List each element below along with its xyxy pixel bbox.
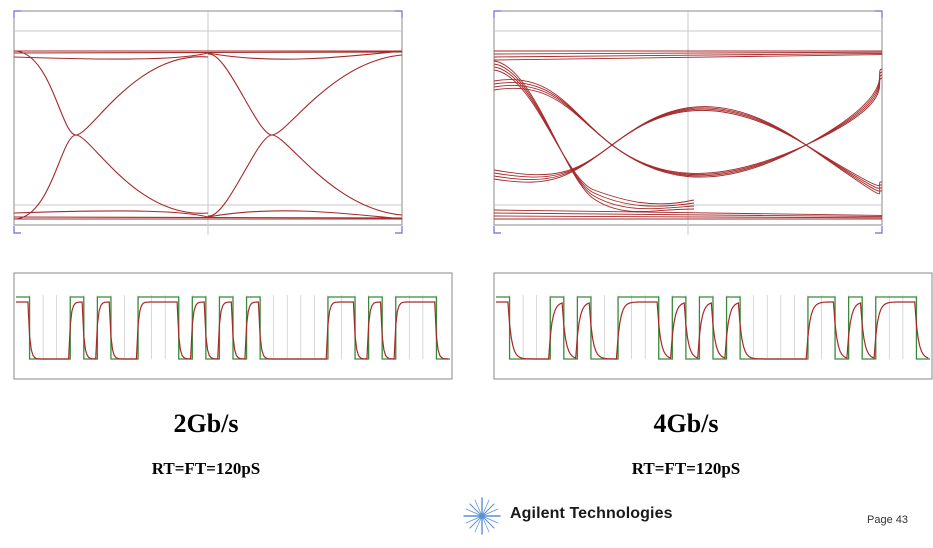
- eye-trace: [207, 54, 403, 217]
- eye-corner-marker: [13, 226, 21, 234]
- eye-trace: [493, 106, 883, 195]
- pattern-frame: [493, 272, 933, 380]
- eye-trace: [207, 53, 403, 216]
- eye-trace: [13, 56, 209, 220]
- eye-trace: [207, 50, 403, 60]
- pattern-ideal-trace: [496, 296, 930, 360]
- rise-fall-label-left: RT=FT=120pS: [151, 459, 261, 478]
- eye-trace: [493, 212, 883, 218]
- eye-trace: [493, 54, 883, 61]
- brand-name: Agilent Technologies: [510, 505, 673, 522]
- eye-trace: [13, 50, 209, 214]
- eye-trace: [493, 209, 883, 216]
- eye-trace: [13, 216, 403, 219]
- eye-trace: [493, 69, 695, 205]
- eye-traces: [493, 50, 883, 220]
- eye-trace: [13, 52, 209, 60]
- page-number: Page 43: [867, 514, 908, 526]
- pattern-waveform-2gbps: [13, 272, 453, 380]
- eye-trace: [493, 60, 695, 212]
- pattern-waveform-4gbps: [493, 272, 933, 380]
- rate-label-4gbps: 4Gb/s: [653, 409, 719, 438]
- eye-trace: [13, 51, 403, 54]
- eye-trace: [493, 108, 883, 189]
- eye-trace: [493, 51, 883, 55]
- eye-trace: [493, 109, 883, 186]
- rate-label-2gbps: 2Gb/s: [173, 409, 239, 438]
- eye-traces: [13, 50, 403, 220]
- pattern-response-trace: [16, 301, 449, 360]
- eye-trace: [493, 74, 883, 176]
- eye-corner-marker: [875, 10, 883, 18]
- eye-trace: [493, 63, 695, 210]
- eye-trace: [493, 107, 883, 192]
- eye-diagram-4gbps: [493, 10, 883, 235]
- eye-trace: [207, 210, 403, 220]
- eye-corner-marker: [875, 226, 883, 234]
- eye-trace: [493, 215, 883, 219]
- eye-trace: [493, 52, 883, 58]
- eye-trace: [493, 68, 883, 178]
- eye-corner-marker: [13, 10, 21, 18]
- eye-trace: [493, 77, 883, 174]
- eye-corner-marker: [493, 10, 501, 18]
- eye-corner-marker: [493, 226, 501, 234]
- eye-corner-marker: [395, 226, 403, 234]
- eye-corner-marker: [395, 10, 403, 18]
- rise-fall-label-right: RT=FT=120pS: [631, 459, 741, 478]
- eye-trace: [493, 71, 883, 177]
- agilent-spark-logo-icon: [463, 497, 501, 535]
- pattern-response-trace: [496, 301, 929, 360]
- eye-trace: [13, 210, 209, 218]
- pattern-frame: [13, 272, 453, 380]
- eye-trace: [493, 66, 695, 207]
- eye-diagram-2gbps: [13, 10, 403, 235]
